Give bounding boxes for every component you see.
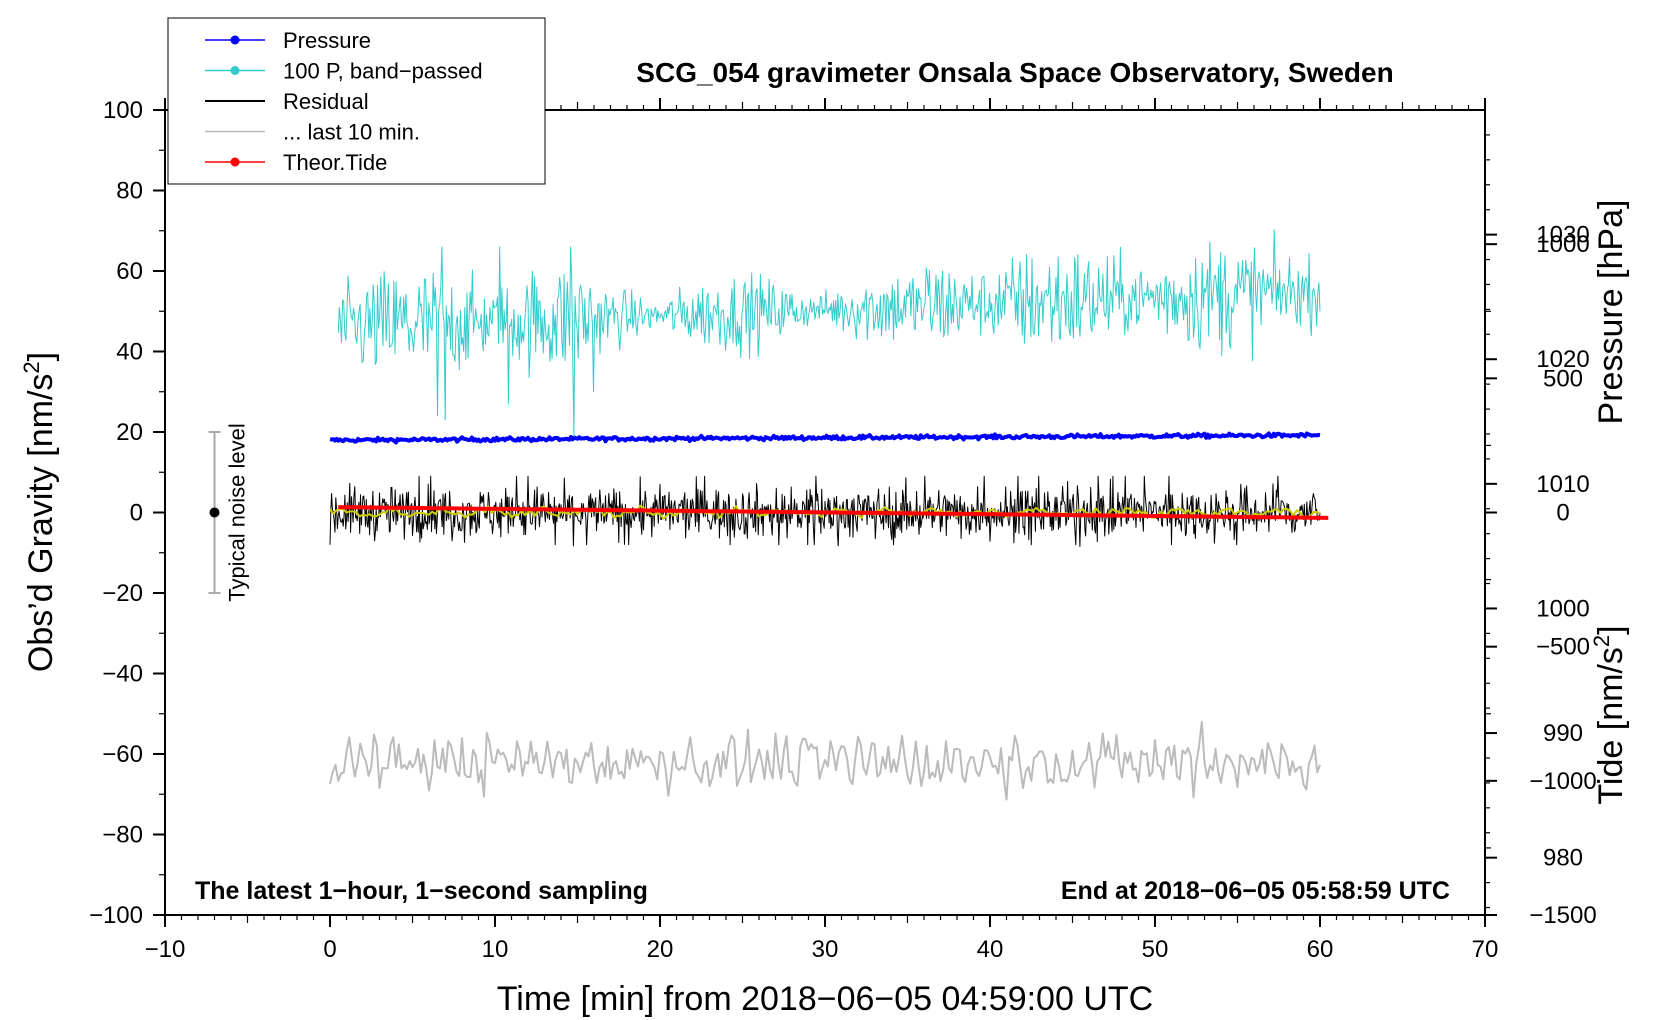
pressure-tick-label: 1010 <box>1536 471 1589 498</box>
series-pressure <box>329 431 1321 445</box>
y-tick-label: −40 <box>102 661 143 688</box>
legend-label: 100 P, band−passed <box>283 59 483 84</box>
y-axis-left-title-close: ] <box>22 352 60 361</box>
x-tick-label: 50 <box>1142 936 1169 963</box>
noise-label: Typical noise level <box>225 423 250 602</box>
y-axis-pressure-title: Pressure [hPa] <box>1592 200 1630 425</box>
x-tick-label: 60 <box>1307 936 1334 963</box>
y-tick-label: 40 <box>116 339 143 366</box>
y-tick-label: −80 <box>102 822 143 849</box>
y-axis-left-title-base: Obs’d Gravity [nm/s <box>22 374 60 673</box>
note-sampling: The latest 1−hour, 1−second sampling <box>195 877 648 905</box>
noise-indicator: Typical noise level <box>208 423 250 602</box>
note-end-time: End at 2018−06−05 05:58:59 UTC <box>1061 877 1450 905</box>
legend-marker <box>230 35 240 45</box>
tide-tick-label: −1500 <box>1529 902 1596 929</box>
tide-tick-label: −1000 <box>1529 768 1596 795</box>
x-tick-label: 0 <box>323 936 336 963</box>
y-tick-label: 100 <box>103 97 143 124</box>
pressure-tick-label: 1000 <box>1536 595 1589 622</box>
x-tick-label: −10 <box>145 936 186 963</box>
x-axis-title: Time [min] from 2018−06−05 04:59:00 UTC <box>497 980 1153 1018</box>
y-tick-label: 60 <box>116 258 143 285</box>
pressure-tick-label: 990 <box>1543 720 1583 747</box>
pressure-tick-label: 1020 <box>1536 346 1589 373</box>
y-tick-label: 20 <box>116 419 143 446</box>
x-tick-label: 30 <box>812 936 839 963</box>
series-band-passed <box>337 229 1321 437</box>
noise-bar-dot <box>209 507 220 518</box>
tide-tick-label: 0 <box>1556 500 1569 527</box>
y-tick-label: −20 <box>102 580 143 607</box>
y-axis-tide-title-sup: 2 <box>1589 635 1614 647</box>
legend: Pressure 100 P, band−passed Residual ... la… <box>167 17 546 185</box>
y-tick-label: −60 <box>102 741 143 768</box>
series-last-10-min <box>329 720 1321 801</box>
legend-marker <box>230 66 240 75</box>
pressure-tick-label: 980 <box>1543 845 1583 872</box>
legend-label: Theor.Tide <box>283 150 387 175</box>
x-tick-label: 20 <box>647 936 674 963</box>
chart-title: SCG_054 gravimeter Onsala Space Observat… <box>636 57 1393 88</box>
y-tick-label: 0 <box>130 500 143 527</box>
y-axis-left-title-sup: 2 <box>19 361 44 373</box>
legend-label: Residual <box>283 89 369 114</box>
y-tick-label: −100 <box>89 902 143 929</box>
tide-tick-label: 1000 <box>1536 231 1589 258</box>
y-tick-label: 80 <box>116 178 143 205</box>
y-axis-tide-title-base: Tide [nm/s <box>1592 647 1630 804</box>
y-axis-left-title: Obs’d Gravity [nm/s2] <box>19 352 60 672</box>
ticks-layer: −10 0 10 20 30 40 50 60 70−100−80−60−40−20020406… <box>89 97 1597 963</box>
legend-label: ... last 10 min. <box>283 120 420 145</box>
x-tick-label: 10 <box>482 936 509 963</box>
legend-marker <box>230 157 240 167</box>
legend-items: Pressure 100 P, band−passed Residual ... la… <box>205 28 483 175</box>
y-axis-tide-title-close: ] <box>1592 625 1630 634</box>
x-tick-label: 40 <box>977 936 1004 963</box>
tide-tick-label: −500 <box>1536 634 1590 661</box>
pressure-tick-label: 1030 <box>1536 222 1589 249</box>
legend-label: Pressure <box>283 28 371 53</box>
series-theor-tide <box>338 505 1329 520</box>
tide-tick-label: 500 <box>1543 365 1583 392</box>
y-axis-tide-title: Tide [nm/s2] <box>1589 625 1630 804</box>
x-tick-label: 70 <box>1472 936 1499 963</box>
series-layer <box>329 229 1329 801</box>
